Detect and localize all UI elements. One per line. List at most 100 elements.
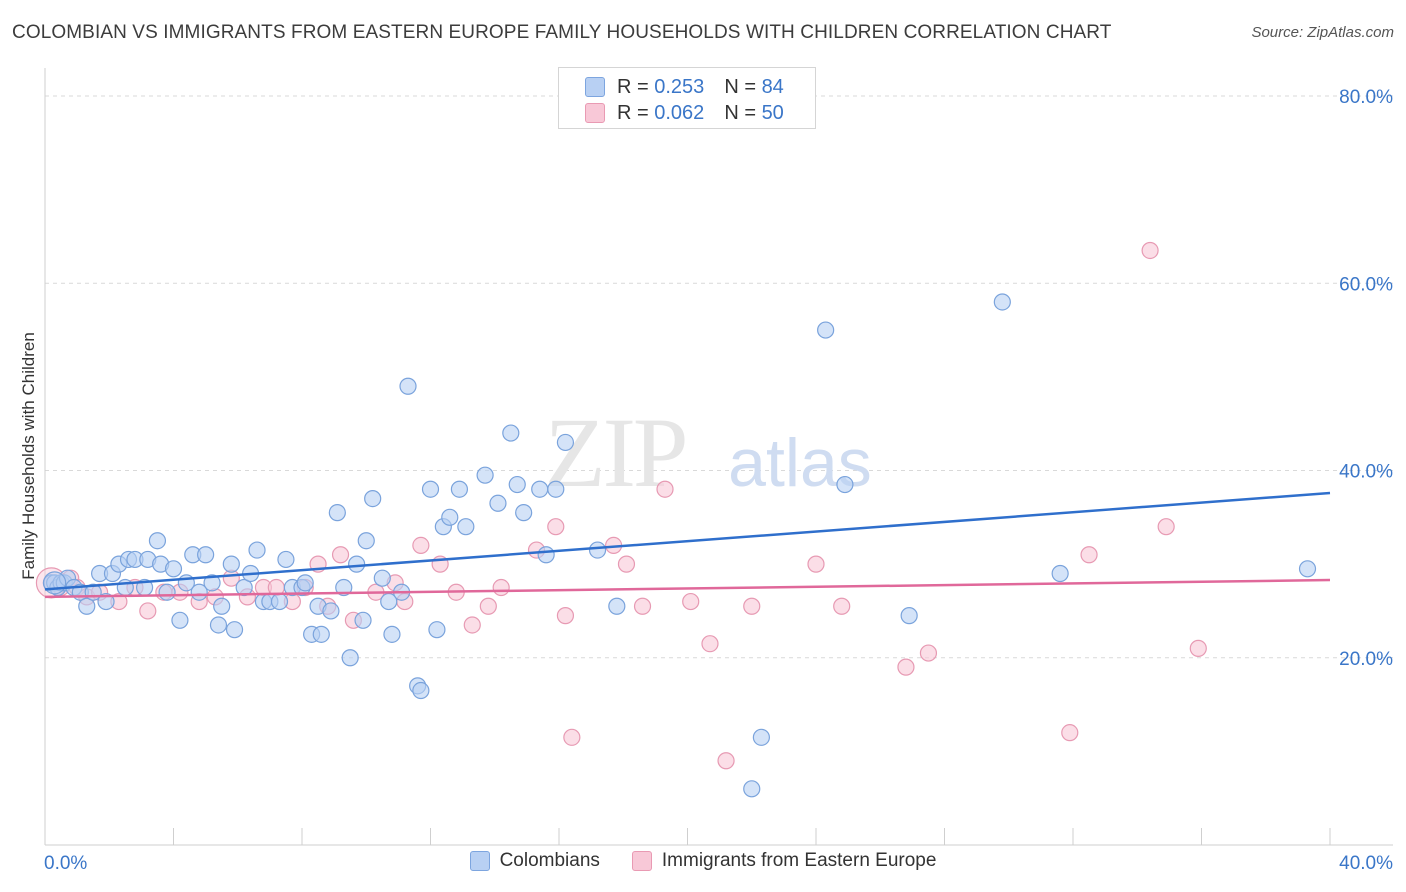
blue-point — [450, 480, 469, 498]
legend-label-colombians: Colombians — [499, 850, 600, 871]
pink-point — [412, 536, 430, 555]
pink-point — [479, 597, 497, 615]
pink-point — [617, 555, 636, 573]
blue-point — [97, 592, 115, 611]
pink-point — [1141, 241, 1159, 260]
y-tick-label-20: 20.0% — [1339, 649, 1393, 670]
source-label: Source: ZipAtlas.com — [1251, 24, 1394, 41]
blue-point — [502, 424, 520, 442]
blue-point — [556, 433, 575, 452]
blue-point — [608, 597, 626, 615]
n-label: N = — [724, 101, 762, 124]
pink-point — [1189, 639, 1207, 657]
blue-point — [537, 546, 555, 564]
blue-point — [209, 616, 228, 634]
pink-point — [463, 616, 481, 634]
r-value-pink: 0.062 — [654, 101, 705, 124]
legend-item-colombians[interactable]: Colombians — [469, 850, 600, 872]
blue-point — [836, 475, 854, 494]
blue-point — [158, 583, 176, 601]
y-tick-label-40: 40.0% — [1339, 462, 1393, 483]
pink-point — [139, 602, 157, 620]
blue-point — [78, 597, 96, 615]
pink-point — [682, 592, 700, 611]
watermark: ZIP atlas — [545, 397, 872, 508]
blue-point — [270, 592, 289, 611]
n-label: N = — [724, 75, 762, 98]
blue-point — [531, 480, 549, 498]
y-tick-label-60: 60.0% — [1339, 274, 1393, 295]
blue-point — [213, 597, 231, 615]
stats-swatch-blue — [585, 77, 605, 97]
blue-trend-line — [44, 491, 1331, 591]
blue-point — [441, 508, 459, 526]
blue-point — [222, 555, 240, 573]
blue-point — [197, 546, 215, 564]
blue-point-cluster — [43, 571, 67, 595]
legend-swatch-blue — [469, 851, 490, 871]
tick-labels: 20.0% 40.0% 60.0% 80.0% 0.0% 40.0% — [44, 87, 1393, 874]
legend: Colombians Immigrants from Eastern Europ… — [0, 850, 1406, 872]
pink-point — [1157, 518, 1175, 536]
stats-box: R = 0.253 N = 84 R = 0.062 N = 50 — [558, 67, 816, 129]
stats-swatch-pink — [585, 103, 605, 123]
pink-trend-line — [44, 578, 1331, 599]
blue-point — [328, 504, 346, 522]
pink-point — [633, 597, 652, 615]
r-label: R = — [617, 75, 655, 98]
pink-point — [743, 597, 761, 615]
blue-point — [489, 494, 507, 512]
pink-point — [919, 644, 938, 662]
pink-point — [547, 518, 565, 536]
trend-lines — [44, 491, 1331, 599]
blue-point — [1298, 560, 1317, 578]
blue-point — [743, 780, 761, 798]
r-value-blue: 0.253 — [654, 75, 705, 98]
axes — [44, 68, 1393, 846]
blue-point — [547, 480, 565, 498]
blue-point — [203, 574, 221, 592]
blue-point — [399, 377, 417, 395]
blue-point — [515, 504, 533, 522]
blue-point — [412, 681, 430, 700]
gridlines — [45, 95, 1393, 659]
stats-row-pink: R = 0.062 N = 50 — [585, 101, 784, 125]
pink-point — [556, 607, 575, 625]
blue-point — [277, 550, 295, 569]
y-tick-label-80: 80.0% — [1339, 87, 1393, 108]
legend-swatch-pink — [631, 851, 652, 871]
blue-point — [428, 621, 446, 639]
blue-point — [993, 293, 1011, 311]
blue-point — [1051, 564, 1069, 583]
legend-item-eastern-europe[interactable]: Immigrants from Eastern Europe — [631, 850, 937, 872]
n-value-pink: 50 — [761, 101, 784, 124]
pink-point — [1061, 724, 1079, 742]
x-tick-label-max: 40.0% — [1339, 853, 1393, 874]
x-tick-label-min: 0.0% — [44, 853, 87, 874]
pink-point — [563, 728, 581, 746]
blue-point — [225, 621, 244, 639]
blue-point — [164, 560, 183, 578]
blue-point — [348, 555, 366, 573]
y-axis-label: Family Households with Children — [19, 332, 38, 580]
blue-point — [171, 611, 189, 629]
blue-point — [335, 578, 353, 597]
blue-point — [190, 583, 208, 601]
blue-point — [364, 489, 382, 508]
blue-point — [508, 475, 526, 494]
blue-point — [817, 321, 835, 339]
blue-points — [42, 293, 1317, 798]
legend-label-eastern-europe: Immigrants from Eastern Europe — [661, 850, 937, 871]
blue-point — [752, 728, 770, 746]
blue-point — [476, 466, 494, 484]
pink-point — [656, 480, 674, 498]
blue-point — [373, 569, 391, 587]
pink-point — [833, 597, 851, 615]
blue-point — [312, 625, 330, 643]
blue-point — [900, 607, 918, 625]
blue-point — [341, 649, 359, 667]
pink-point — [701, 635, 719, 653]
pink-point — [331, 546, 350, 564]
pink-point — [807, 555, 825, 573]
